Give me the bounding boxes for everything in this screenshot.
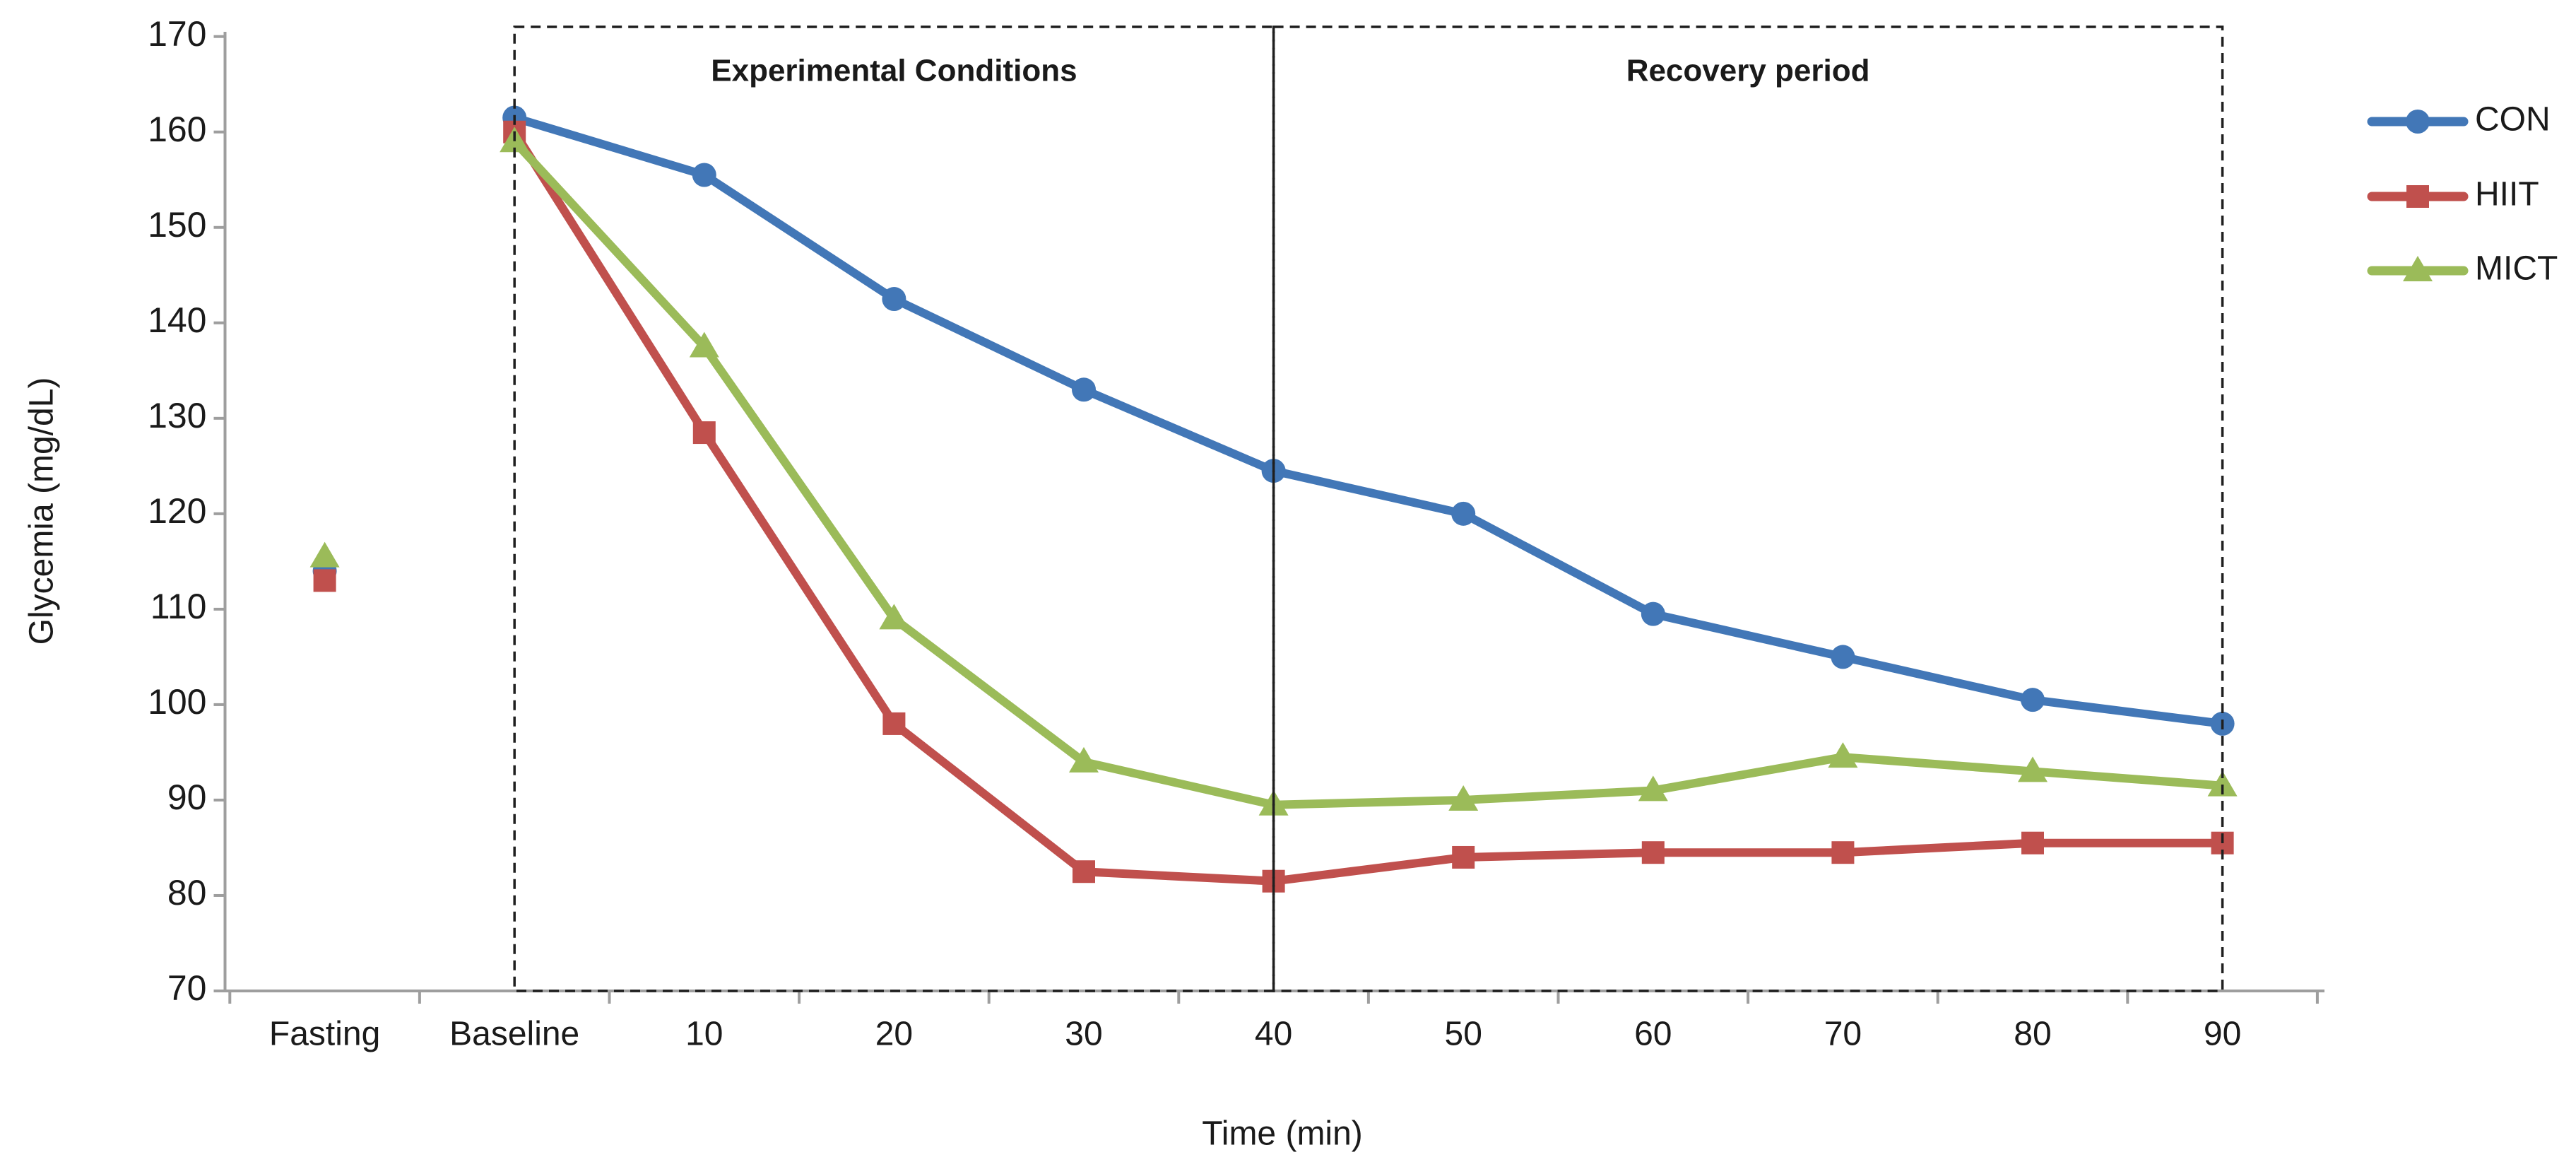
marker-MICT-20 (879, 604, 909, 630)
marker-HIIT-10 (692, 421, 716, 445)
x-axis-title: Time (min) (1202, 1115, 1363, 1153)
marker-MICT-60 (1638, 775, 1668, 802)
legend-label-CON: CON (2475, 101, 2551, 139)
marker-CON-20 (882, 287, 906, 312)
x-tick-label: 80 (2014, 1016, 2051, 1053)
y-tick-label: 130 (148, 396, 206, 435)
marker-CON-60 (1641, 601, 1665, 626)
series-line-CON (510, 113, 2227, 728)
y-tick-label: 90 (167, 777, 207, 817)
marker-HIIT-80 (2021, 831, 2044, 855)
marker-MICT-70 (1828, 742, 1858, 768)
series-line-MICT (510, 137, 2227, 809)
x-tick-label: 50 (1445, 1016, 1482, 1053)
x-tick-label: 10 (685, 1016, 723, 1053)
marker-HIIT-20 (882, 712, 906, 735)
series-line-HIIT (510, 127, 2227, 886)
y-tick-label: 110 (150, 587, 207, 626)
marker-CON-30 (1072, 377, 1096, 402)
y-tick-label: 160 (148, 110, 206, 149)
y-tick-label: 120 (148, 491, 206, 531)
legend-marker-MICT (2403, 256, 2433, 281)
marker-HIIT-Fasting (313, 569, 336, 592)
y-tick-label: 70 (167, 968, 207, 1008)
legend-label-MICT: MICT (2475, 250, 2558, 288)
x-tick-label: 70 (1824, 1016, 1862, 1053)
marker-CON-50 (1451, 501, 1476, 526)
marker-CON-70 (1831, 645, 1855, 669)
region-label: Recovery period (1626, 54, 1870, 88)
marker-MICT-90 (2207, 770, 2238, 797)
x-tick-label: 90 (2204, 1016, 2241, 1053)
region-box-2 (1272, 25, 2224, 992)
marker-MICT-10 (689, 331, 719, 358)
x-tick-label: Baseline (449, 1016, 579, 1053)
legend-label-HIIT: HIIT (2475, 176, 2539, 213)
region-box-1 (513, 25, 1275, 992)
x-tick-label: 30 (1065, 1016, 1102, 1053)
marker-MICT-80 (2018, 756, 2048, 782)
x-tick-label: 40 (1255, 1016, 1292, 1053)
marker-MICT-30 (1069, 746, 1099, 773)
x-tick-label: 60 (1634, 1016, 1672, 1053)
marker-HIIT-60 (1641, 841, 1665, 864)
legend-marker-CON (2406, 110, 2430, 134)
x-tick-label: Fasting (269, 1016, 380, 1053)
marker-HIIT-30 (1073, 860, 1095, 884)
marker-MICT-50 (1448, 785, 1479, 811)
y-tick-label: 80 (167, 873, 207, 912)
y-tick-label: 150 (148, 205, 206, 245)
marker-MICT-Fasting (309, 541, 340, 568)
legend-marker-HIIT (2406, 185, 2429, 208)
marker-HIIT-70 (1831, 841, 1855, 864)
y-tick-label: 170 (148, 14, 206, 54)
y-tick-label: 100 (148, 682, 206, 722)
marker-CON-10 (692, 163, 716, 187)
y-axis-title: Glycemia (mg/dL) (23, 377, 61, 645)
x-tick-label: 20 (875, 1016, 913, 1053)
marker-CON-80 (2021, 688, 2045, 712)
region-label: Experimental Conditions (711, 54, 1077, 88)
y-tick-label: 140 (148, 300, 206, 340)
marker-HIIT-50 (1452, 845, 1475, 869)
